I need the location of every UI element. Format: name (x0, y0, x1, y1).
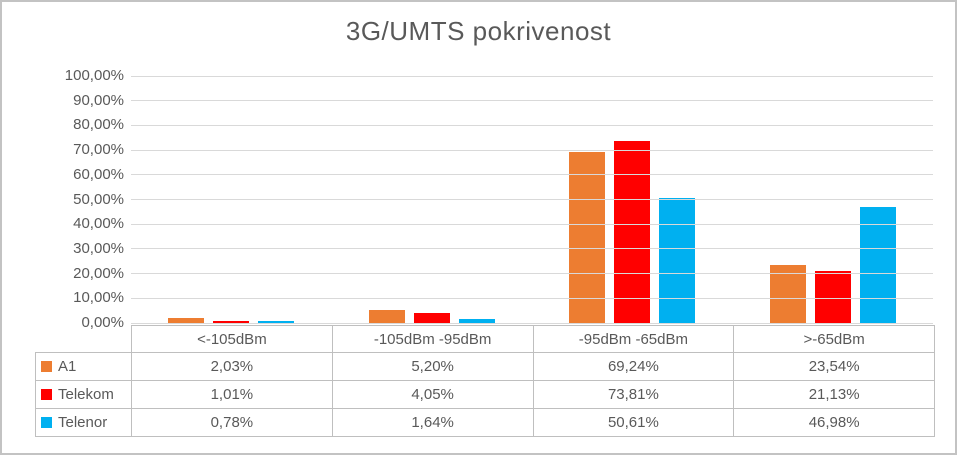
table-value-telenor-0: 0,78% (131, 408, 333, 437)
table-value-telekom-2: 73,81% (532, 380, 735, 409)
y-axis-tick-label: 20,00% (73, 264, 124, 282)
gridline (131, 248, 933, 250)
legend-key-telekom: Telekom (35, 380, 132, 409)
category-header-2: -95dBm -65dBm (532, 325, 735, 353)
table-row-a1: A1 2,03% 5,20% 69,24% 23,54% (35, 352, 935, 381)
category-header-1: -105dBm -95dBm (331, 325, 534, 353)
gridline (131, 322, 933, 324)
y-axis-tick-label: 50,00% (73, 190, 124, 208)
chart-title: 3G/UMTS pokrivenost (345, 16, 612, 46)
table-value-telenor-3: 46,98% (733, 408, 935, 437)
gridline (131, 75, 933, 77)
gridline (131, 297, 933, 299)
bar-group-3 (733, 76, 934, 323)
y-axis-tick-label: 70,00% (73, 141, 124, 159)
series-name-label: Telekom (58, 386, 114, 403)
bar-telekom-0 (213, 320, 250, 323)
bar-a1-0 (168, 318, 205, 323)
bar-telekom-1 (413, 313, 450, 323)
legend-swatch-a1-icon (41, 361, 52, 372)
gridline (131, 100, 933, 102)
table-corner-cell (36, 326, 132, 353)
y-axis-tick-label: 10,00% (73, 289, 124, 307)
table-row-telekom: Telekom 1,01% 4,05% 73,81% 21,13% (35, 380, 935, 409)
category-header-0: <-105dBm (131, 325, 333, 353)
y-axis-tick-label: 40,00% (73, 215, 124, 233)
table-value-telekom-1: 4,05% (331, 380, 534, 409)
legend-key-a1: A1 (35, 352, 132, 381)
table-row-telenor: Telenor 0,78% 1,64% 50,61% 46,98% (35, 408, 935, 437)
table-value-a1-2: 69,24% (532, 352, 735, 381)
bar-a1-1 (368, 310, 405, 323)
series-name-label: A1 (58, 358, 77, 375)
bar-groups (131, 76, 933, 323)
y-axis-tick-label: 100,00% (64, 67, 124, 84)
bar-telenor-0 (258, 321, 295, 323)
y-axis-tick-label: 60,00% (73, 165, 124, 183)
bar-group-2 (532, 76, 733, 323)
table-value-a1-3: 23,54% (733, 352, 935, 381)
legend-swatch-telekom-icon (41, 389, 52, 400)
data-table: <-105dBm -105dBm -95dBm -95dBm -65dBm >-65d… (35, 325, 935, 437)
series-name-label: Telenor (58, 414, 108, 431)
bar-group-0 (131, 76, 332, 323)
legend-swatch-telenor-icon (41, 417, 52, 428)
table-value-telekom-0: 1,01% (131, 380, 333, 409)
y-axis: 100,00% 90,00% 80,00% 70,00% 60,00% 50,00% 40,… (2, 67, 124, 331)
bar-telenor-2 (659, 198, 696, 323)
gridline (131, 149, 933, 151)
table-value-a1-1: 5,20% (331, 352, 534, 381)
table-value-telenor-1: 1,64% (331, 408, 534, 437)
table-header-row: <-105dBm -105dBm -95dBm -95dBm -65dBm >-65d… (36, 325, 935, 353)
gridline (131, 174, 933, 176)
gridline (131, 273, 933, 275)
bar-telekom-2 (614, 140, 651, 323)
gridline (131, 199, 933, 200)
plot-area (131, 75, 933, 324)
y-axis-tick-label: 90,00% (73, 91, 124, 109)
gridline (131, 223, 933, 225)
bar-telekom-3 (814, 270, 851, 323)
y-axis-tick-label: 80,00% (73, 116, 124, 134)
legend-key-telenor: Telenor (35, 408, 132, 437)
bar-a1-2 (569, 151, 606, 323)
gridline (131, 124, 933, 126)
y-axis-tick-label: 30,00% (73, 239, 124, 257)
table-value-a1-0: 2,03% (131, 352, 333, 381)
table-value-telenor-2: 50,61% (532, 408, 735, 437)
bar-a1-3 (769, 264, 806, 323)
table-value-telekom-3: 21,13% (733, 380, 935, 409)
bar-group-1 (332, 76, 533, 323)
data-table-body: <-105dBm -105dBm -95dBm -95dBm -65dBm >-65d… (35, 325, 935, 437)
bar-telenor-3 (859, 206, 896, 323)
category-header-3: >-65dBm (733, 325, 935, 353)
y-axis-tick-label: 0,00% (81, 314, 124, 331)
bar-telenor-1 (458, 318, 495, 323)
